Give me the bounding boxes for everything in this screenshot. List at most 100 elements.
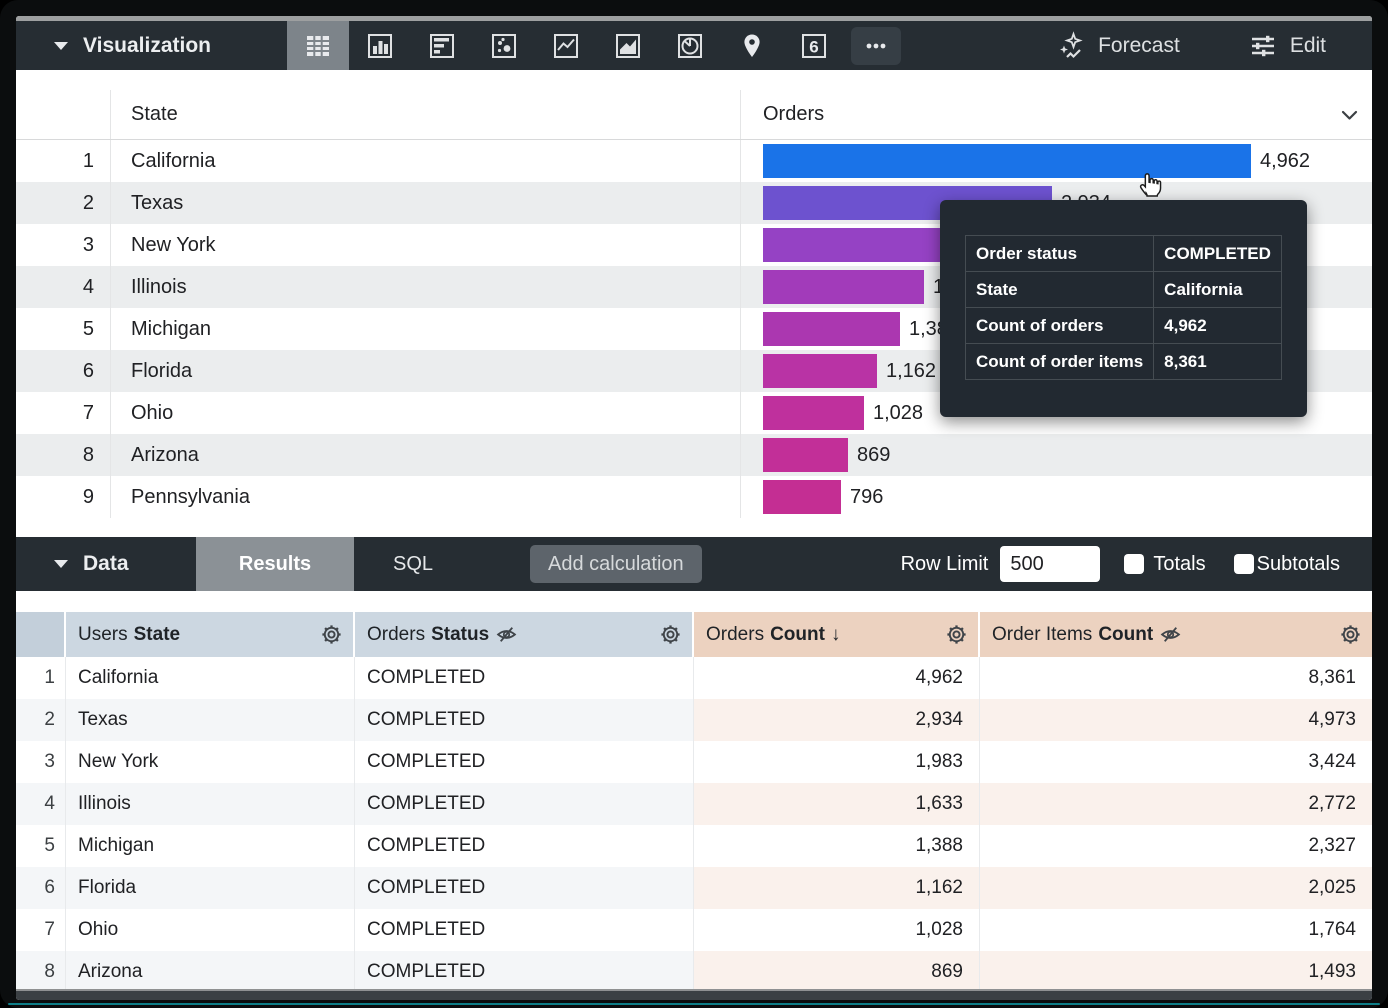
state-cell[interactable]: Michigan	[66, 825, 355, 867]
data-section-toggle[interactable]: Data	[16, 552, 196, 576]
column-prefix: Orders	[706, 623, 765, 645]
gear-icon[interactable]	[659, 623, 682, 646]
orders-count-cell[interactable]: 2,934	[694, 699, 980, 741]
viz-row-index: 3	[82, 233, 94, 256]
chart-type-map-button[interactable]	[721, 21, 783, 70]
caret-down-icon	[54, 560, 68, 568]
viz-state-cell: California	[110, 140, 740, 182]
viz-bar[interactable]	[763, 144, 1251, 178]
viz-bar[interactable]	[763, 354, 877, 388]
header-order-items-count[interactable]: Order Items Count	[980, 612, 1372, 657]
order-items-count-cell[interactable]: 3,424	[1308, 751, 1356, 772]
viz-bar-label: 4,962	[1260, 149, 1311, 172]
row-number-cell: 3	[16, 741, 66, 783]
status-cell[interactable]: COMPLETED	[355, 909, 694, 951]
chart-type-table-button[interactable]	[286, 21, 349, 70]
viz-bar[interactable]	[763, 438, 848, 472]
viz-header-state[interactable]: State	[110, 90, 740, 139]
status-cell[interactable]: COMPLETED	[355, 741, 694, 783]
viz-bar[interactable]	[763, 480, 841, 514]
viz-bar[interactable]	[763, 270, 924, 304]
viz-bar[interactable]	[763, 228, 958, 262]
subtotals-label: Subtotals	[1256, 552, 1340, 575]
header-users-state[interactable]: Users State	[66, 612, 355, 657]
state-cell[interactable]: Illinois	[66, 783, 355, 825]
chart-type-column-button[interactable]	[349, 21, 411, 70]
more-chart-types-button[interactable]	[845, 21, 907, 70]
chart-type-area-button[interactable]	[597, 21, 659, 70]
chart-type-bar-button[interactable]	[411, 21, 473, 70]
totals-checkbox[interactable]	[1124, 554, 1145, 574]
column-name: Count	[1098, 623, 1154, 645]
visualization-section-label: Visualization	[83, 33, 211, 57]
visualization-section-toggle[interactable]: Visualization	[16, 34, 287, 58]
status-cell[interactable]: COMPLETED	[355, 867, 694, 909]
forecast-button[interactable]: Forecast	[1056, 30, 1180, 61]
status-cell[interactable]: COMPLETED	[355, 825, 694, 867]
row-number-cell: 8	[16, 951, 66, 993]
table-row: 5 Michigan COMPLETED 1,388 2,327	[16, 825, 1372, 867]
header-orders-count[interactable]: Orders Count ↓	[694, 612, 980, 657]
viz-header-orders[interactable]: Orders	[740, 90, 1372, 139]
viz-orders-cell: 869	[740, 434, 1372, 476]
status-cell[interactable]: COMPLETED	[355, 699, 694, 741]
order-items-count-cell[interactable]: 8,361	[1308, 667, 1356, 688]
orders-count-cell[interactable]: 4,962	[694, 657, 980, 699]
header-orders-status[interactable]: Orders Status	[355, 612, 694, 657]
state-cell[interactable]: New York	[66, 741, 355, 783]
order-items-count-cell[interactable]: 1,764	[1308, 919, 1356, 940]
column-name: State	[133, 623, 181, 645]
viz-bar[interactable]	[763, 396, 864, 430]
viz-row-index: 1	[82, 149, 94, 172]
orders-count-cell[interactable]: 1,388	[694, 825, 980, 867]
subtotals-checkbox[interactable]	[1233, 554, 1254, 574]
viz-state-cell: Arizona	[110, 434, 740, 476]
chart-type-pie-button[interactable]	[659, 21, 721, 70]
chart-type-scatter-button[interactable]	[473, 21, 535, 70]
state-cell[interactable]: California	[66, 657, 355, 699]
gear-icon[interactable]	[1339, 623, 1362, 646]
status-cell[interactable]: COMPLETED	[355, 657, 694, 699]
tab-results[interactable]: Results	[196, 537, 354, 591]
state-cell[interactable]: Arizona	[66, 951, 355, 993]
order-items-count-cell[interactable]: 2,025	[980, 867, 1372, 909]
row-number-cell: 5	[16, 825, 66, 867]
chevron-down-icon[interactable]	[1341, 110, 1358, 121]
gear-icon[interactable]	[320, 623, 343, 646]
order-items-count-cell[interactable]: 2,327	[1308, 835, 1356, 856]
order-items-count-cell[interactable]: 1,493	[980, 951, 1372, 993]
viz-row-index: 7	[82, 401, 94, 424]
orders-count-cell[interactable]: 1,983	[694, 741, 980, 783]
sort-desc-icon[interactable]: ↓	[830, 623, 841, 645]
order-items-count-cell[interactable]: 4,973	[980, 699, 1372, 741]
single-value-icon: 6	[801, 33, 826, 58]
orders-count-cell[interactable]: 869	[694, 951, 980, 993]
state-cell[interactable]: Ohio	[66, 909, 355, 951]
orders-count-cell[interactable]: 1,162	[694, 867, 980, 909]
viz-bar[interactable]	[763, 312, 900, 346]
orders-count-cell[interactable]: 1,028	[694, 909, 980, 951]
data-section-label: Data	[83, 552, 129, 575]
viz-bar-label: 1,028	[873, 401, 924, 424]
tooltip-value: COMPLETED	[1153, 235, 1282, 272]
state-cell[interactable]: Texas	[66, 699, 355, 741]
viz-bar-label: 1,162	[886, 359, 937, 382]
chart-type-line-button[interactable]	[535, 21, 597, 70]
add-calculation-button[interactable]: Add calculation	[530, 545, 702, 583]
gear-icon[interactable]	[945, 623, 968, 646]
table-row: 1 California COMPLETED 4,962 8,361	[16, 657, 1372, 699]
tab-sql[interactable]: SQL	[392, 552, 434, 575]
data-results-table: Users State	[16, 612, 1372, 993]
state-cell[interactable]: Florida	[66, 867, 355, 909]
chart-type-single-value-button[interactable]: 6	[783, 21, 845, 70]
status-cell[interactable]: COMPLETED	[355, 783, 694, 825]
status-cell[interactable]: COMPLETED	[355, 951, 694, 993]
orders-count-cell[interactable]: 1,633	[694, 783, 980, 825]
row-limit-input[interactable]	[1000, 546, 1101, 582]
ellipsis-icon	[850, 26, 901, 65]
column-prefix: Users	[78, 623, 128, 645]
edit-button[interactable]: Edit	[1248, 31, 1326, 61]
order-items-count-cell[interactable]: 2,772	[980, 783, 1372, 825]
tooltip-row: Count of orders 4,962	[964, 307, 1282, 344]
header-row-number-cell	[16, 612, 66, 657]
